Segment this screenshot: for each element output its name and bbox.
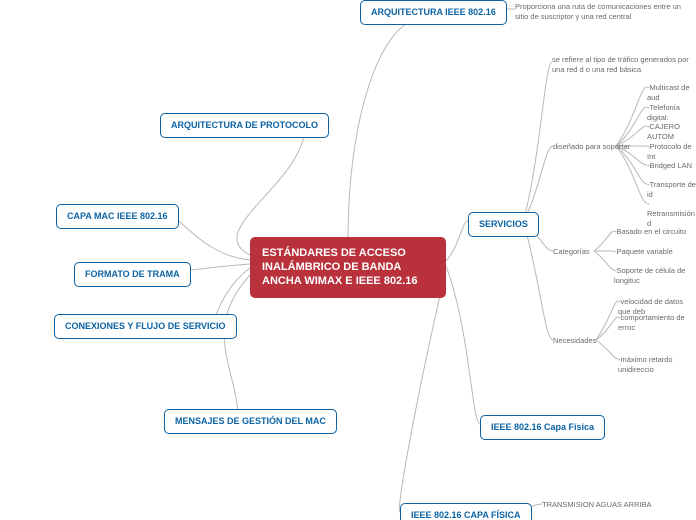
root-node[interactable]: ESTÁNDARES DE ACCESO INALÁMBRICO DE BAND… [250, 237, 446, 298]
branch-capa-fisica-b[interactable]: IEEE 802.16 CAPA FÍSICA [400, 503, 532, 520]
leaf-n-retardo: -máximo retardo unidireccio [618, 355, 696, 375]
leaf-n-comport: -comportamiento de erroc [618, 313, 696, 333]
leaf-servicios-necesidades: Necesidades [553, 336, 613, 346]
leaf-arquitectura-desc: Proporciona una ruta de comunicaciones e… [515, 2, 695, 22]
leaf-c-paquete: -Paquete variable [614, 247, 673, 257]
leaf-servicios-categorias: Categorías [553, 247, 613, 257]
leaf-d-retrans: -Retransmisión d [647, 199, 696, 228]
leaf-c-basado: -Basado en el circuito [614, 227, 686, 237]
leaf-transmision: TRANSMISION AGUAS ARRIBA [542, 500, 652, 510]
leaf-d-multicast: -Multicast de aud [647, 83, 696, 103]
branch-capa-mac[interactable]: CAPA MAC IEEE 802.16 [56, 204, 179, 229]
branch-capa-fisica-a[interactable]: IEEE 802.16 Capa Física [480, 415, 605, 440]
leaf-d-bridged: -Bridged LAN [647, 161, 692, 171]
leaf-d-telefonia: -Telefonía digital: [647, 103, 696, 123]
leaf-d-transporte: -Transporte de id [647, 180, 696, 200]
leaf-d-protocolo: -Protocolo de Int [647, 142, 696, 162]
branch-arquitectura-ieee[interactable]: ARQUITECTURA IEEE 802.16 [360, 0, 507, 25]
branch-arquitectura-protocolo[interactable]: ARQUITECTURA DE PROTOCOLO [160, 113, 329, 138]
branch-conexiones[interactable]: CONEXIONES Y FLUJO DE SERVICIO [54, 314, 237, 339]
leaf-servicios-ref: se refiere al tipo de tráfico generados … [552, 55, 696, 75]
branch-servicios[interactable]: SERVICIOS [468, 212, 539, 237]
branch-formato-trama[interactable]: FORMATO DE TRAMA [74, 262, 191, 287]
leaf-c-soporte: -Soporte de célula de longituc [614, 266, 696, 286]
leaf-servicios-design: diseñado para soportar [553, 142, 633, 152]
leaf-d-cajero: -CAJERO AUTOM [647, 122, 696, 142]
branch-mensajes-mac[interactable]: MENSAJES DE GESTIÓN DEL MAC [164, 409, 337, 434]
